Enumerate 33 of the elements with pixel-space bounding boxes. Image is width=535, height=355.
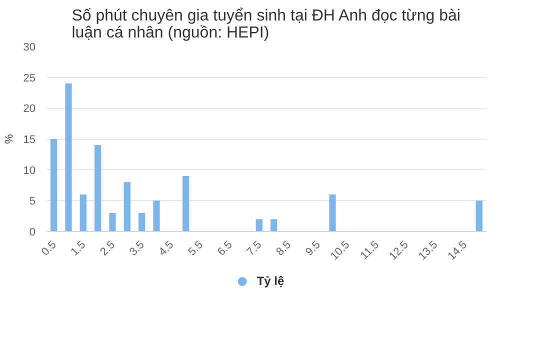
- x-tick-label: 1.5: [68, 238, 88, 258]
- bar: [138, 213, 146, 232]
- bar: [153, 200, 160, 232]
- x-tick-label: 9.5: [303, 238, 323, 258]
- y-tick-label: 0: [29, 226, 36, 238]
- bar: [109, 213, 116, 232]
- legend-label: Tỷ lệ: [256, 274, 284, 288]
- bar: [124, 182, 130, 232]
- bar: [329, 194, 336, 232]
- x-tick-label: 6.5: [215, 238, 235, 258]
- y-tick-label: 10: [23, 164, 36, 177]
- x-tick-label: 7.5: [244, 238, 264, 258]
- y-tick-label: 15: [23, 134, 36, 146]
- bar: [182, 176, 190, 232]
- x-tick-label: 4.5: [156, 238, 176, 258]
- y-tick-label: 30: [23, 42, 36, 54]
- bar: [80, 194, 86, 232]
- y-tick-label: 20: [23, 103, 36, 116]
- bar: [94, 145, 102, 232]
- x-tick-label: 5.5: [186, 238, 206, 258]
- bar: [476, 200, 482, 232]
- y-tick-label: 5: [29, 196, 36, 208]
- y-axis-title: %: [3, 134, 16, 144]
- chart-title: Số phút chuyên gia tuyển sinh tại ĐH Anh đọc từng bài luận cá nhân (nguồn: HEPI): [72, 8, 460, 42]
- x-tick-label: 8.5: [274, 238, 294, 258]
- x-tick-label: 0.5: [39, 238, 59, 258]
- x-tick-label: 3.5: [127, 238, 147, 258]
- bar: [65, 84, 72, 232]
- bar: [50, 139, 58, 232]
- x-tick-label: 2.5: [98, 238, 118, 258]
- bar: [270, 219, 278, 232]
- y-tick-label: 25: [23, 72, 36, 84]
- bar: [256, 219, 262, 232]
